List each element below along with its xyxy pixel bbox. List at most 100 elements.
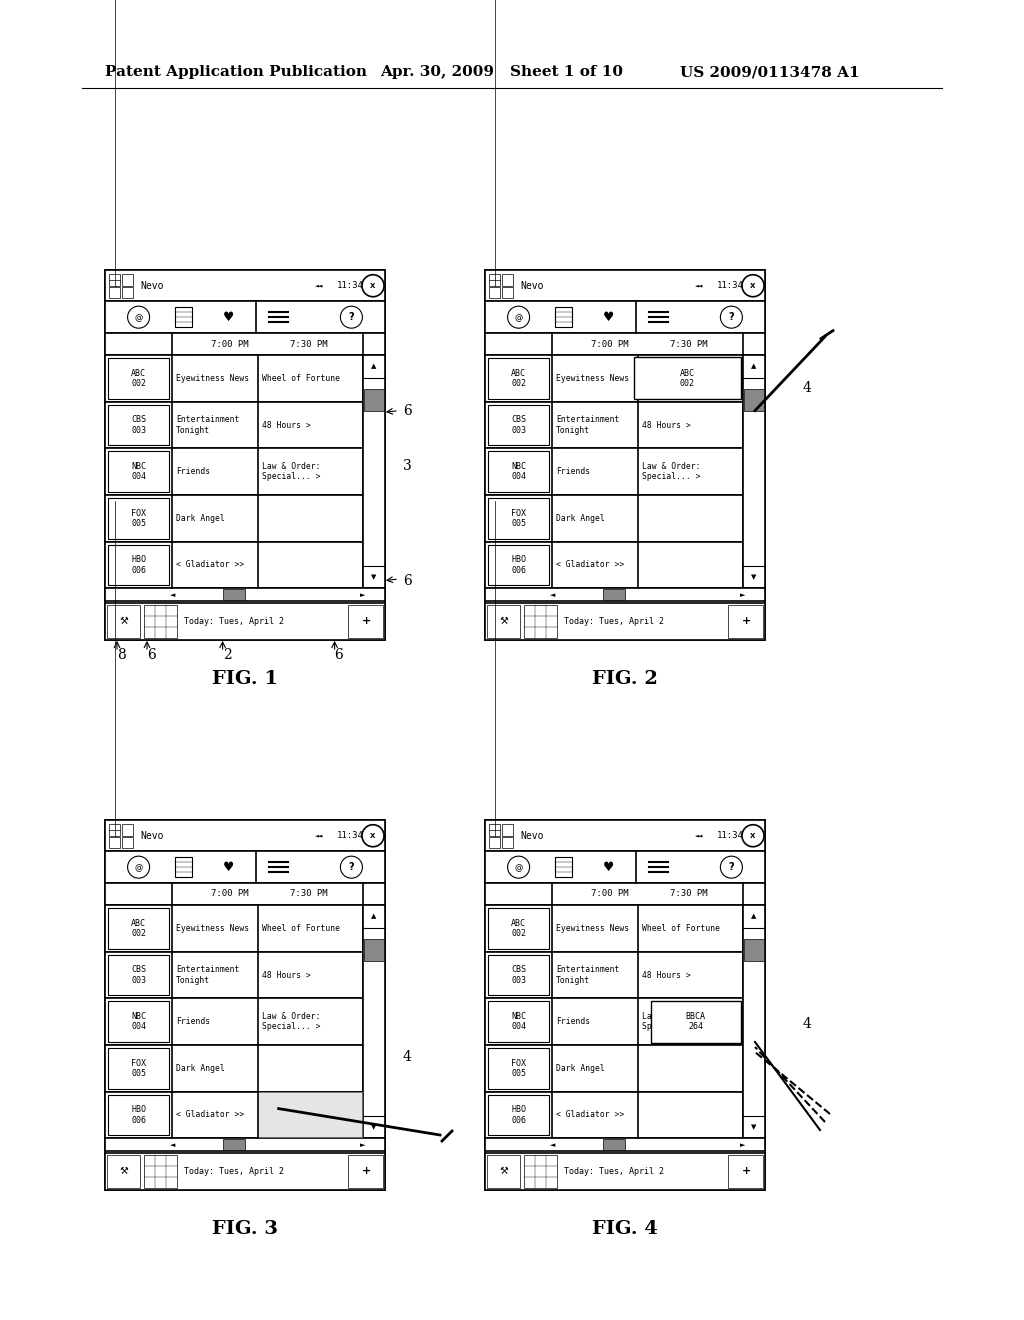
Circle shape	[362, 825, 384, 846]
Bar	[122, 837, 133, 849]
Text: @: @	[514, 863, 523, 871]
Bar	[122, 824, 133, 836]
Text: ?: ?	[348, 862, 354, 873]
Circle shape	[340, 306, 362, 329]
Text: ◄: ◄	[550, 591, 555, 598]
Text: ▲: ▲	[371, 913, 377, 919]
Text: ABC
002: ABC 002	[511, 919, 526, 939]
Bar	[108, 498, 169, 539]
Text: NBC
004: NBC 004	[511, 1012, 526, 1031]
Bar	[108, 1094, 169, 1135]
Bar	[485, 1138, 765, 1151]
Text: +: +	[361, 616, 371, 627]
Text: FOX
005: FOX 005	[511, 1059, 526, 1078]
Bar	[258, 1092, 362, 1138]
Bar	[108, 358, 169, 399]
Text: ?: ?	[729, 862, 734, 873]
Bar	[108, 545, 169, 585]
Text: NBC
004: NBC 004	[511, 462, 526, 482]
Text: Law & Order:
Special... >: Law & Order: Special... >	[642, 462, 700, 482]
Text: ▼: ▼	[371, 1125, 377, 1130]
Bar	[485, 541, 742, 589]
Circle shape	[742, 825, 764, 846]
Bar	[485, 952, 742, 998]
Text: 8: 8	[117, 648, 126, 663]
Text: HBO
006: HBO 006	[131, 1105, 146, 1125]
Text: Dark Angel: Dark Angel	[176, 1064, 225, 1073]
Bar	[488, 1002, 549, 1041]
Text: ABC
002: ABC 002	[131, 919, 146, 939]
Text: < Gladiator >>: < Gladiator >>	[556, 561, 625, 569]
Bar	[555, 308, 572, 327]
Bar	[489, 275, 501, 285]
Text: < Gladiator >>: < Gladiator >>	[176, 561, 245, 569]
Text: CBS
003: CBS 003	[131, 416, 146, 434]
Bar	[105, 401, 362, 449]
Bar	[488, 954, 549, 995]
Text: US 2009/0113478 A1: US 2009/0113478 A1	[680, 65, 859, 79]
Bar	[488, 908, 549, 949]
Text: Friends: Friends	[176, 467, 210, 477]
Bar	[105, 906, 362, 952]
Bar	[222, 1139, 245, 1150]
Text: 7:00 PM: 7:00 PM	[211, 890, 248, 899]
Text: @: @	[134, 863, 142, 871]
Text: ◄◄: ◄◄	[315, 282, 324, 289]
Bar	[487, 605, 520, 638]
Bar	[488, 545, 549, 585]
Bar	[488, 358, 549, 399]
Text: Law & Order:
Special... >: Law & Order: Special... >	[642, 1012, 700, 1031]
Text: 7:30 PM: 7:30 PM	[291, 890, 328, 899]
Text: 3: 3	[403, 459, 412, 473]
Bar	[742, 906, 765, 1138]
Bar	[485, 333, 765, 355]
Bar	[485, 271, 765, 640]
Text: FOX
005: FOX 005	[131, 508, 146, 528]
Bar	[105, 271, 385, 640]
Bar	[108, 1048, 169, 1089]
Bar	[485, 820, 765, 851]
Text: ♥: ♥	[602, 861, 613, 874]
Text: Patent Application Publication: Patent Application Publication	[105, 65, 367, 79]
Bar	[602, 589, 625, 601]
Text: FIG. 1: FIG. 1	[212, 671, 279, 688]
Text: ⚒: ⚒	[119, 1167, 128, 1176]
Text: ⚒: ⚒	[499, 1167, 508, 1176]
Text: Entertainment
Tonight: Entertainment Tonight	[556, 965, 620, 985]
Bar	[109, 837, 121, 849]
Text: Entertainment
Tonight: Entertainment Tonight	[176, 965, 240, 985]
Text: ABC
002: ABC 002	[680, 368, 695, 388]
Circle shape	[742, 275, 764, 297]
Text: HBO
006: HBO 006	[131, 556, 146, 574]
Bar	[555, 857, 572, 878]
Bar	[485, 495, 742, 541]
Text: < Gladiator >>: < Gladiator >>	[556, 1110, 625, 1119]
Text: ABC
002: ABC 002	[131, 368, 146, 388]
Bar	[364, 388, 384, 411]
Bar	[485, 355, 742, 401]
Bar	[651, 1001, 740, 1043]
Text: Nevo: Nevo	[520, 830, 544, 841]
Bar	[489, 824, 501, 836]
Bar	[108, 405, 169, 445]
Bar	[144, 605, 177, 638]
Text: 7:30 PM: 7:30 PM	[671, 339, 709, 348]
Text: ABC
002: ABC 002	[511, 368, 526, 388]
Bar	[105, 998, 362, 1045]
Text: Sheet 1 of 10: Sheet 1 of 10	[510, 65, 623, 79]
Text: ♥: ♥	[222, 861, 233, 874]
Text: FIG. 4: FIG. 4	[592, 1220, 658, 1238]
Text: NBC
004: NBC 004	[131, 1012, 146, 1031]
Text: 7:00 PM: 7:00 PM	[591, 339, 628, 348]
Text: X: X	[371, 833, 376, 838]
Text: ?: ?	[348, 312, 354, 322]
Text: +: +	[361, 1167, 371, 1176]
Bar	[105, 333, 385, 355]
Bar	[485, 1092, 742, 1138]
Bar	[105, 1152, 385, 1191]
Bar	[488, 498, 549, 539]
Text: BBCA
264: BBCA 264	[686, 1012, 706, 1031]
Text: CBS
003: CBS 003	[511, 416, 526, 434]
Text: Eyewitness News: Eyewitness News	[556, 924, 630, 933]
Text: +: +	[741, 616, 752, 627]
